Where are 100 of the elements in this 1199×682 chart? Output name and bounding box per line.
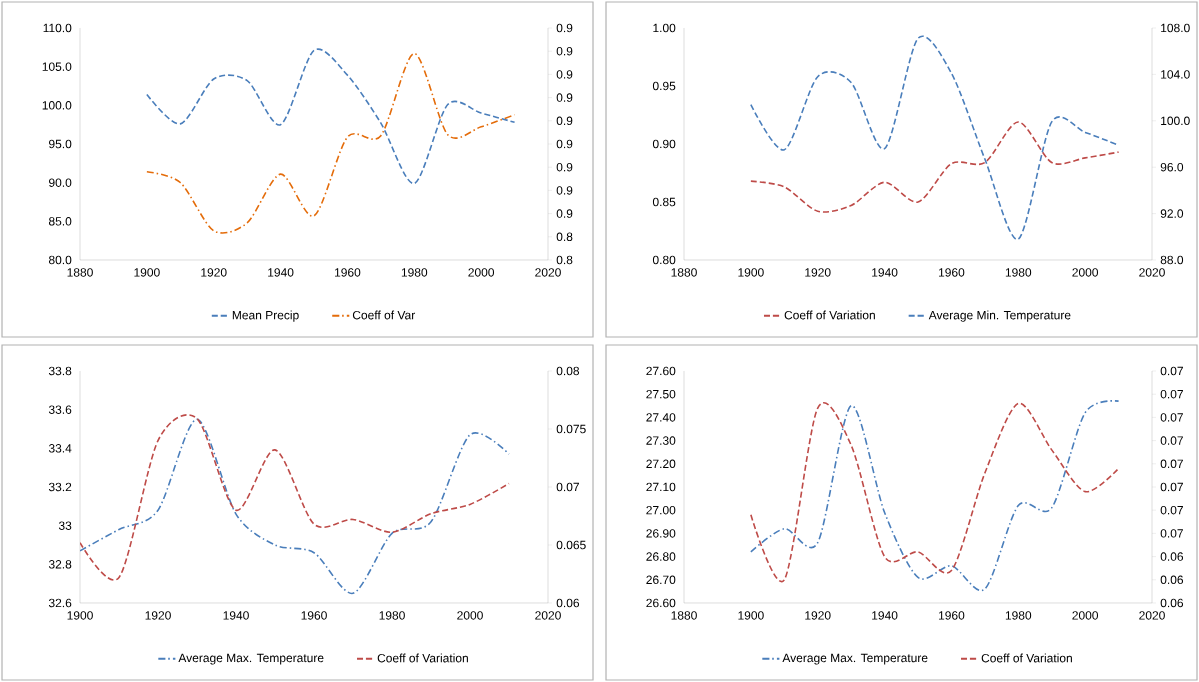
x-tick-label: 1880 [671, 268, 697, 277]
line-series [750, 121, 1120, 213]
x-tick-label: 1980 [1005, 268, 1032, 277]
y2-tick-label: 0.9 [556, 139, 573, 149]
y-tick-label: 33.2 [48, 482, 72, 492]
x-tick-label: 1960 [335, 268, 361, 277]
x-tick-label: 1880 [671, 611, 697, 620]
y2-tick-label: 0.075 [556, 424, 586, 434]
y-tick-label: 27.20 [646, 459, 676, 469]
y-tick-label: 0.90 [652, 139, 676, 149]
x-tick-label: 1940 [872, 611, 898, 620]
legend-label: Coeff of Variation [377, 653, 468, 663]
y2-tick-label: 104.0 [1161, 70, 1190, 79]
y-tick-label: 27.30 [646, 436, 676, 445]
y2-tick-label: 0.9 [556, 46, 573, 56]
y-tick-label: 27.00 [646, 505, 676, 515]
legend-label: Coeff of Variation [981, 653, 1072, 663]
x-tick-label: 1940 [223, 611, 249, 620]
y-tick-label: 33.8 [48, 366, 72, 376]
y-tick-label: 90.0 [49, 178, 72, 187]
x-tick-label: 1980 [379, 611, 405, 620]
y-tick-label: 0.80 [652, 255, 676, 265]
y2-tick-label: 0.07 [556, 482, 579, 492]
x-tick-label: 1900 [134, 268, 160, 277]
y2-tick-label: 92.0 [1160, 209, 1184, 218]
x-tick-label: 1900 [67, 611, 93, 620]
y2-tick-label: 100.0 [1161, 116, 1190, 126]
y-tick-label: 27.50 [646, 389, 676, 399]
x-tick-label: 1920 [805, 611, 831, 620]
y2-tick-label: 0.06 [1160, 552, 1184, 561]
x-tick-label: 1960 [938, 611, 965, 620]
legend-label: Coeff of Var [352, 310, 416, 320]
y-tick-label: 1.00 [653, 23, 676, 33]
line-series [146, 48, 516, 185]
x-tick-label: 2020 [1139, 268, 1165, 277]
x-tick-label: 2020 [1139, 611, 1165, 620]
x-tick-label: 1920 [805, 268, 831, 277]
y-tick-label: 110.0 [43, 23, 72, 33]
y-tick-label: 26.90 [646, 529, 676, 538]
y-tick-label: 0.95 [652, 81, 676, 91]
y-tick-label: 32.6 [48, 598, 72, 608]
y2-tick-label: 0.06 [1160, 598, 1184, 608]
y2-tick-label: 0.06 [556, 598, 580, 608]
y-tick-label: 26.70 [646, 575, 676, 585]
x-tick-label: 1980 [401, 268, 428, 277]
legend-label: Average Max. Temperature [782, 653, 928, 665]
y2-tick-label: 108.0 [1161, 23, 1190, 33]
y-tick-label: 100.0 [42, 101, 72, 110]
x-tick-label: 2000 [457, 611, 483, 620]
x-tick-label: 2000 [468, 268, 495, 277]
y2-tick-label: 0.9 [556, 209, 573, 218]
x-tick-label: 1980 [1005, 611, 1032, 620]
x-tick-label: 1920 [145, 611, 171, 620]
y2-tick-label: 0.07 [1160, 413, 1183, 422]
y2-tick-label: 0.08 [556, 366, 580, 376]
y-tick-label: 0.85 [652, 197, 676, 207]
y2-tick-label: 0.07 [1160, 366, 1183, 376]
y-tick-label: 33 [58, 521, 72, 530]
y-tick-label: 95.0 [49, 139, 72, 149]
y2-tick-label: 0.9 [556, 116, 573, 126]
y2-tick-label: 0.06 [1160, 575, 1184, 585]
y-tick-label: 26.80 [646, 552, 676, 561]
y-tick-label: 105.0 [42, 62, 72, 71]
y2-tick-label: 88.0 [1160, 255, 1184, 265]
x-tick-label: 1960 [938, 268, 965, 277]
y-tick-label: 85.0 [48, 217, 72, 226]
y2-tick-label: 0.07 [1160, 389, 1183, 399]
y2-tick-label: 0.07 [1160, 482, 1183, 492]
x-tick-label: 2000 [1072, 611, 1099, 620]
y-tick-label: 33.4 [48, 444, 72, 453]
x-tick-label: 1880 [67, 268, 93, 277]
legend-label: Mean Precip [232, 310, 299, 322]
x-tick-label: 1900 [738, 611, 764, 620]
x-tick-label: 2000 [1072, 268, 1099, 277]
y2-tick-label: 0.9 [556, 70, 573, 79]
y2-tick-label: 0.8 [556, 232, 573, 242]
y2-tick-label: 0.9 [556, 93, 573, 102]
y-tick-label: 80.0 [48, 255, 72, 265]
y2-tick-label: 0.07 [1160, 436, 1183, 445]
y-tick-label: 27.40 [646, 413, 676, 422]
legend-label: Average Min. Temperature [928, 310, 1071, 322]
y-tick-label: 32.8 [48, 560, 72, 569]
y2-tick-label: 0.9 [556, 162, 573, 172]
x-tick-label: 1940 [872, 268, 898, 277]
y2-tick-label: 0.07 [1160, 505, 1183, 515]
x-tick-label: 2020 [535, 611, 561, 620]
x-tick-label: 1920 [201, 268, 227, 277]
y2-tick-label: 0.8 [556, 255, 573, 265]
x-tick-label: 2020 [535, 268, 561, 277]
y-tick-label: 27.10 [646, 482, 676, 492]
x-tick-label: 1960 [301, 611, 327, 620]
legend-label: Coeff of Variation [784, 310, 875, 320]
y2-tick-label: 0.065 [556, 540, 586, 550]
y-tick-label: 26.60 [646, 598, 676, 608]
y2-tick-label: 0.9 [556, 23, 573, 33]
y2-tick-label: 0.07 [1160, 459, 1183, 469]
x-tick-label: 1940 [268, 268, 294, 277]
y2-tick-label: 0.07 [1160, 529, 1183, 538]
x-tick-label: 1900 [738, 268, 764, 277]
y-tick-label: 33.6 [48, 405, 72, 414]
